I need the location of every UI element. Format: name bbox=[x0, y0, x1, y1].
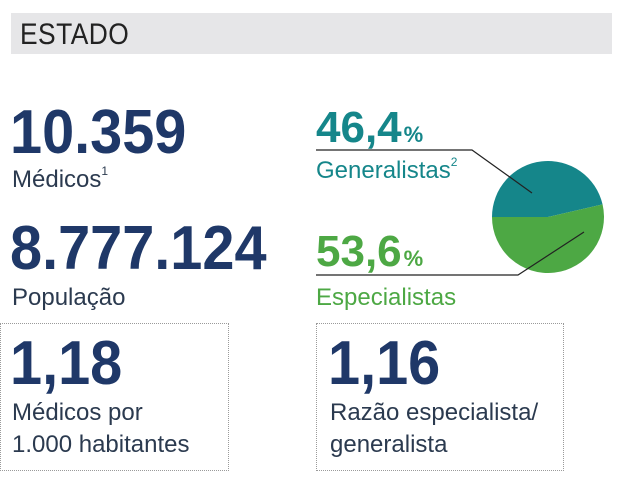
generalistas-footnote: 2 bbox=[450, 155, 458, 169]
pie-slice-especialistas bbox=[492, 204, 604, 274]
especialistas-label: Especialistas bbox=[316, 284, 457, 311]
especialistas-pct: 53,6% bbox=[316, 230, 423, 274]
medicos-por-mil-value: 1,18 bbox=[10, 329, 123, 398]
razao-label-1: Razão especialista/ bbox=[330, 399, 539, 426]
razao-box bbox=[316, 323, 564, 471]
especialistas-pct-value: 53,6 bbox=[316, 227, 402, 276]
generalistas-pct-value: 46,4 bbox=[316, 103, 402, 152]
medicos-por-mil-box bbox=[0, 323, 229, 471]
especialistas-pct-unit: % bbox=[403, 246, 424, 271]
medicos-por-mil-label-1: Médicos por bbox=[12, 399, 143, 426]
pie-slice-generalistas bbox=[492, 161, 603, 218]
header-bar: ESTADO bbox=[11, 13, 612, 54]
generalistas-label: Generalistas2 bbox=[316, 155, 458, 186]
leader-line-especialistas bbox=[316, 231, 585, 276]
generalistas-pct: 46,4% bbox=[316, 106, 423, 150]
medicos-por-mil-label-2: 1.000 habitantes bbox=[12, 431, 190, 458]
leader-line-generalistas bbox=[316, 149, 533, 194]
generalistas-label-text: Generalistas bbox=[316, 157, 451, 184]
page-title: ESTADO bbox=[20, 18, 130, 51]
medicos-label: Médicos1 bbox=[12, 164, 109, 195]
populacao-value: 8.777.124 bbox=[10, 214, 267, 283]
medicos-label-text: Médicos bbox=[12, 166, 102, 193]
medicos-footnote: 1 bbox=[101, 164, 109, 178]
medicos-value: 10.359 bbox=[10, 98, 187, 167]
populacao-label: População bbox=[12, 284, 126, 311]
generalistas-pct-unit: % bbox=[403, 122, 424, 147]
razao-value: 1,16 bbox=[328, 329, 441, 398]
razao-label-2: generalista bbox=[330, 431, 448, 458]
